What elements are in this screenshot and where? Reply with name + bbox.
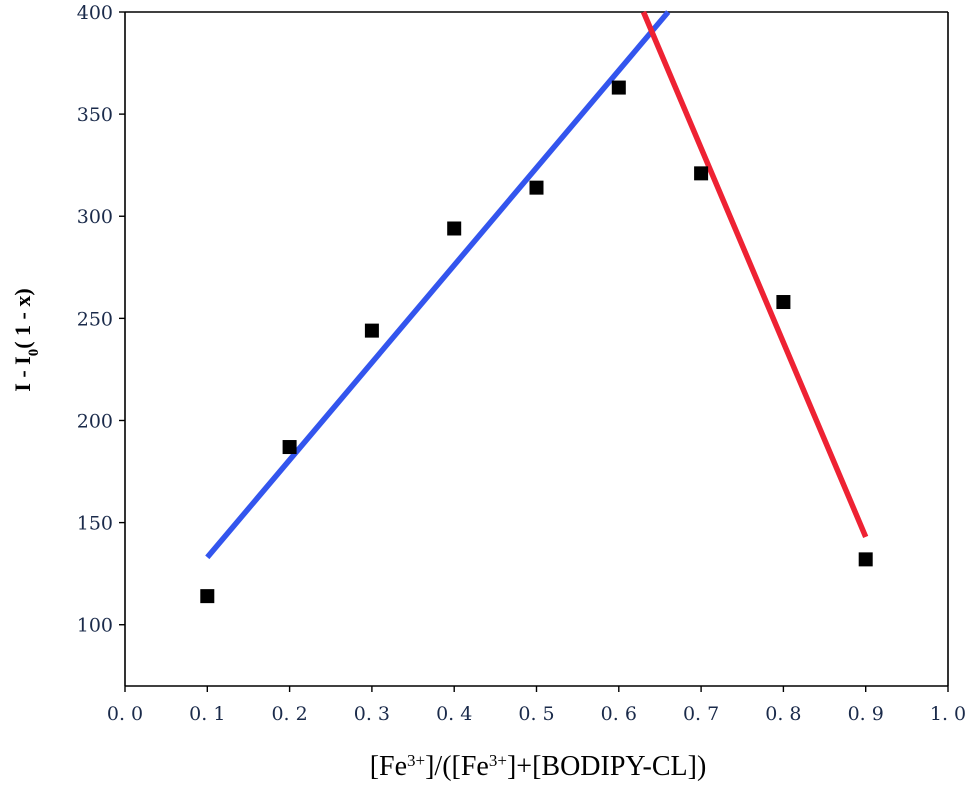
data-point <box>611 80 626 95</box>
y-tick-label: 400 <box>77 2 113 24</box>
fit-line <box>205 10 671 560</box>
y-tick-label: 100 <box>77 615 113 637</box>
x-tick-label: 0. 4 <box>436 703 472 725</box>
x-tick-label: 0. 2 <box>271 703 307 725</box>
data-point <box>529 180 544 195</box>
y-tick-label: 150 <box>77 513 113 535</box>
data-point <box>776 295 791 310</box>
x-tick-label: 0. 0 <box>107 703 143 725</box>
y-tick-label: 350 <box>77 104 113 126</box>
y-tick-label: 250 <box>77 308 113 330</box>
x-tick-label: 0. 3 <box>354 703 390 725</box>
data-point <box>200 589 215 604</box>
data-point <box>447 221 462 236</box>
x-tick-label: 0. 8 <box>765 703 801 725</box>
y-axis-label: I - I0( 1 - x) <box>10 288 42 391</box>
data-point <box>282 440 297 455</box>
data-point <box>858 552 873 567</box>
axes <box>124 11 949 687</box>
x-tick-label: 0. 7 <box>683 703 719 725</box>
x-tick-label: 0. 6 <box>601 703 637 725</box>
x-tick-label: 0. 9 <box>848 703 884 725</box>
x-axis-label: [Fe3+]/([Fe3+]+[BODIPY-CL]) <box>370 751 707 783</box>
x-tick-label: 0. 1 <box>189 703 225 725</box>
data-point <box>364 323 379 338</box>
x-tick-label: 1. 0 <box>930 703 966 725</box>
fit-lines <box>205 10 869 560</box>
y-tick-label: 200 <box>77 410 113 432</box>
data-points <box>200 80 873 604</box>
x-tick-label: 0. 5 <box>518 703 554 725</box>
fit-line <box>640 10 869 538</box>
ticks: 0. 0 0. 1 0. 2 0. 3 0. 4 0. 5 0. 6 0. 7 0. 8 0. 9… <box>77 2 966 725</box>
y-tick-label: 300 <box>77 206 113 228</box>
data-point <box>694 166 709 181</box>
